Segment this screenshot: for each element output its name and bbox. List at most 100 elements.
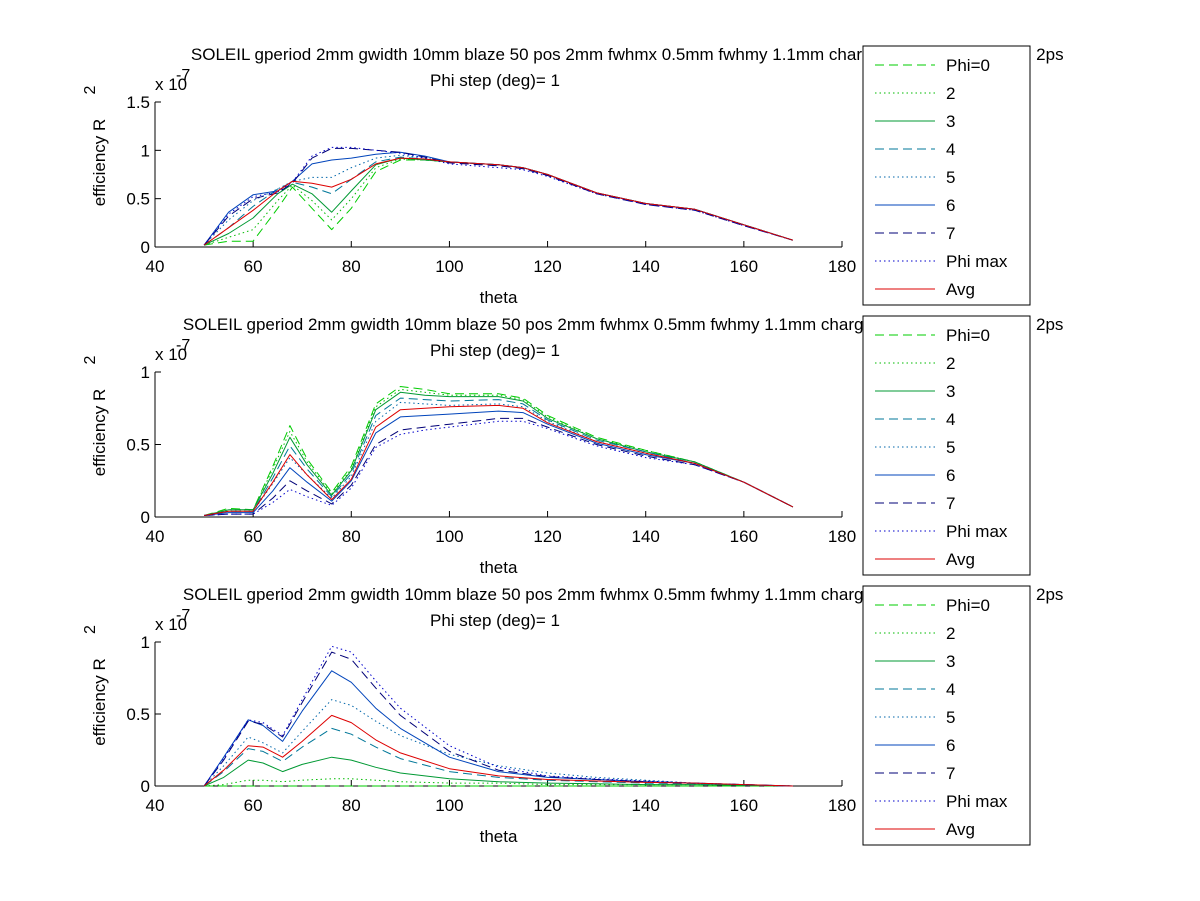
- x-tick-label: 160: [730, 796, 758, 815]
- y-multiplier: x 10: [155, 75, 187, 94]
- legend-entry: 4: [946, 410, 955, 429]
- series-line-5: [203, 154, 794, 246]
- y-tick-label: 0.5: [126, 436, 150, 455]
- legend-entry: 7: [946, 764, 955, 783]
- y-axis-label: efficiency R: [90, 658, 109, 746]
- series-line-avg: [203, 714, 793, 787]
- series-line-phi-0: [203, 386, 794, 516]
- y-axis-label-superscript: 2: [82, 625, 99, 634]
- chart-panel-1: SOLEIL gperiod 2mm gwidth 10mm blaze 50 …: [82, 45, 1064, 307]
- x-tick-label: 80: [342, 257, 361, 276]
- series-line-4: [204, 397, 794, 516]
- legend-box: [862, 585, 1031, 846]
- legend-box: [862, 45, 1031, 306]
- series-line-4: [203, 156, 794, 246]
- series-line-phi-max: [203, 146, 794, 246]
- y-multiplier-exponent: -7: [176, 67, 190, 84]
- chart-title: SOLEIL gperiod 2mm gwidth 10mm blaze 50 …: [183, 315, 887, 334]
- legend-entry: Avg: [946, 280, 975, 299]
- series-line-5: [203, 699, 793, 787]
- legend-entry: 2: [946, 354, 955, 373]
- series-line-4: [203, 727, 793, 787]
- y-tick-label: 0: [141, 238, 150, 257]
- legend: Phi=0 2 3 4 5 6 7 Phi max Avg: [862, 45, 1031, 306]
- y-tick-label: 1: [141, 633, 150, 652]
- legend-entry: 3: [946, 652, 955, 671]
- x-tick-label: 140: [632, 257, 660, 276]
- legend-entry: Avg: [946, 820, 975, 839]
- chart-title-tail: h 2ps: [1022, 45, 1064, 64]
- y-axis-label-superscript: 2: [82, 86, 99, 95]
- y-multiplier-exponent: -7: [176, 337, 190, 354]
- x-tick-label: 80: [342, 796, 361, 815]
- legend-entry: 4: [946, 680, 955, 699]
- legend-entry: 5: [946, 708, 955, 727]
- x-tick-label: 100: [435, 796, 463, 815]
- legend-entry: Phi max: [946, 252, 1008, 271]
- legend-entry: Avg: [946, 550, 975, 569]
- y-tick-label: 0: [141, 508, 150, 527]
- x-tick-label: 160: [730, 257, 758, 276]
- x-tick-label: 40: [146, 796, 165, 815]
- series-line-phi-0: [204, 159, 794, 246]
- legend-entry: 6: [946, 196, 955, 215]
- series-line-3: [203, 157, 794, 246]
- legend-box: [862, 315, 1031, 576]
- chart-subtitle: Phi step (deg)= 1: [430, 611, 560, 630]
- x-tick-label: 100: [435, 257, 463, 276]
- legend-entry: 6: [946, 466, 955, 485]
- series-line-5: [204, 401, 794, 516]
- legend-entry: 6: [946, 736, 955, 755]
- y-axis-label: efficiency R: [90, 389, 109, 477]
- legend-entry: 7: [946, 224, 955, 243]
- chart-title: SOLEIL gperiod 2mm gwidth 10mm blaze 50 …: [191, 45, 895, 64]
- x-tick-label: 160: [730, 527, 758, 546]
- series-line-3: [203, 756, 793, 787]
- y-tick-label: 0: [141, 777, 150, 796]
- legend-entry: Phi=0: [946, 326, 990, 345]
- x-tick-label: 140: [632, 527, 660, 546]
- series-line-6: [203, 670, 793, 787]
- x-tick-label: 180: [828, 796, 856, 815]
- y-tick-label: 1.5: [126, 93, 150, 112]
- chart-title-tail: 2ps: [1036, 315, 1063, 334]
- x-tick-label: 40: [146, 257, 165, 276]
- series-line-7: [203, 651, 793, 787]
- y-multiplier: x 10: [155, 615, 187, 634]
- series-line-phi-max: [204, 420, 794, 516]
- y-multiplier-exponent: -7: [176, 607, 190, 624]
- legend-entry: 3: [946, 382, 955, 401]
- series-line-6: [204, 410, 794, 516]
- series-line-avg: [204, 404, 794, 516]
- y-axis-label-superscript: 2: [82, 356, 99, 365]
- series-line-2: [203, 388, 794, 516]
- chart-title: SOLEIL gperiod 2mm gwidth 10mm blaze 50 …: [183, 585, 887, 604]
- series-line-2: [203, 158, 794, 246]
- legend-entry: 5: [946, 168, 955, 187]
- legend: Phi=0 2 3 4 5 6 7 Phi max Avg: [862, 585, 1031, 846]
- y-tick-label: 1: [141, 141, 150, 160]
- x-axis-label: theta: [480, 827, 518, 846]
- legend-entry: Phi=0: [946, 596, 990, 615]
- y-multiplier: x 10: [155, 345, 187, 364]
- legend-entry: Phi max: [946, 522, 1008, 541]
- y-tick-label: 1: [141, 363, 150, 382]
- x-tick-label: 60: [244, 257, 263, 276]
- x-axis-label: theta: [480, 558, 518, 577]
- x-tick-label: 40: [146, 527, 165, 546]
- series-line-avg: [203, 157, 794, 246]
- chart-title-tail: 2ps: [1036, 585, 1063, 604]
- chart-subtitle: Phi step (deg)= 1: [430, 71, 560, 90]
- legend-entry: 7: [946, 494, 955, 513]
- x-tick-label: 140: [632, 796, 660, 815]
- x-tick-label: 180: [828, 257, 856, 276]
- legend-entry: 4: [946, 140, 955, 159]
- x-tick-label: 120: [533, 796, 561, 815]
- series-line-phi-max: [203, 645, 793, 787]
- legend-entry: 3: [946, 112, 955, 131]
- legend-entry: 2: [946, 624, 955, 643]
- x-tick-label: 120: [533, 527, 561, 546]
- legend-entry: 5: [946, 438, 955, 457]
- y-tick-label: 0.5: [126, 190, 150, 209]
